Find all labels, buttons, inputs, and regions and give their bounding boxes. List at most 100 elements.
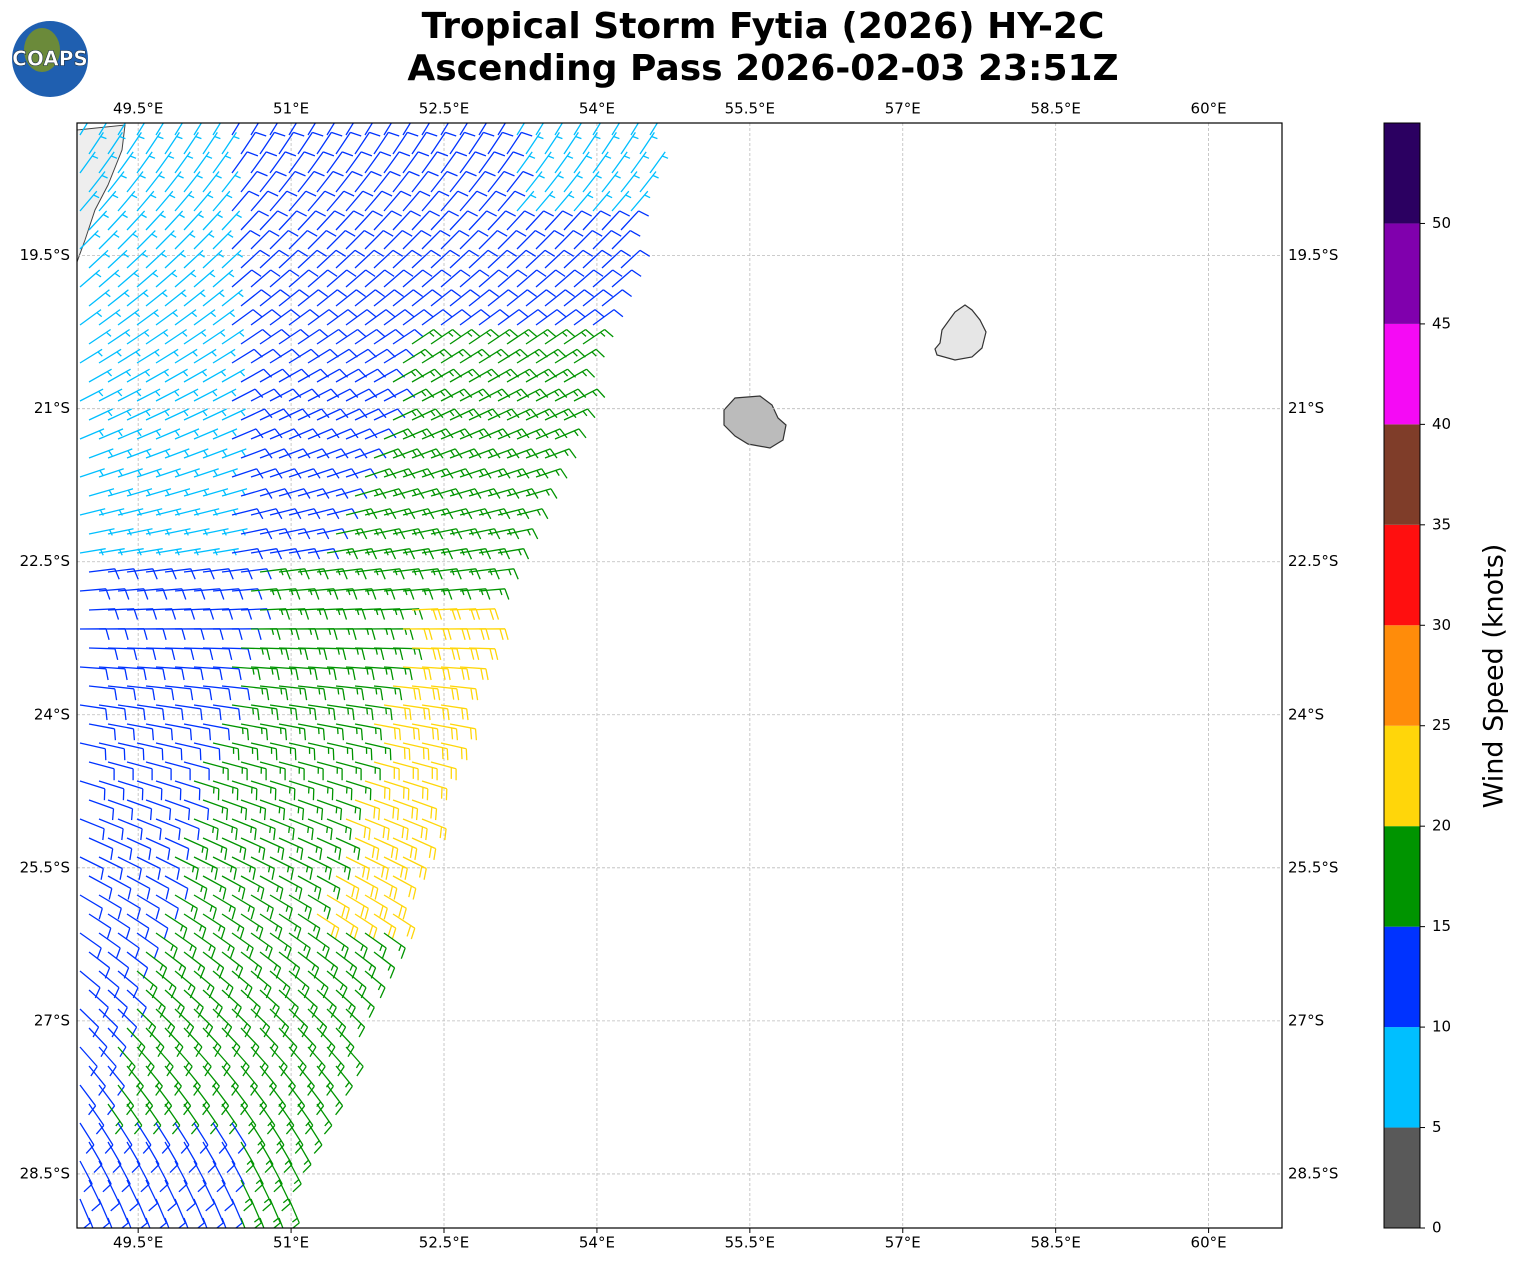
wind-barb bbox=[288, 428, 321, 440]
wind-barb bbox=[288, 151, 316, 174]
wind-barb bbox=[373, 131, 400, 155]
wind-barb bbox=[240, 1179, 253, 1212]
wind-barb bbox=[231, 932, 254, 959]
wind-barb bbox=[392, 799, 419, 821]
wind-barb bbox=[231, 348, 263, 364]
wind-barb bbox=[183, 249, 205, 269]
wind-barb bbox=[307, 742, 335, 761]
wind-barb bbox=[155, 970, 177, 999]
wind-barb bbox=[468, 568, 500, 580]
colorbar-label: Wind Speed (knots) bbox=[1479, 544, 1510, 809]
wind-barb bbox=[364, 123, 374, 136]
wind-barb bbox=[611, 230, 641, 250]
wind-barb bbox=[278, 289, 309, 307]
wind-barb bbox=[117, 704, 146, 721]
wind-barb bbox=[468, 328, 500, 345]
wind-barb bbox=[297, 528, 330, 540]
wind-barb bbox=[231, 388, 264, 402]
wind-barb bbox=[354, 913, 378, 940]
wind-barb bbox=[345, 190, 374, 212]
wind-barb bbox=[231, 970, 253, 999]
lat-label: 24°S bbox=[1288, 705, 1324, 723]
wind-barb bbox=[354, 568, 386, 580]
wind-barb bbox=[297, 448, 330, 459]
wind-barb bbox=[383, 742, 411, 761]
wind-barb bbox=[240, 448, 273, 459]
wind-barb bbox=[183, 951, 206, 979]
wind-barb bbox=[335, 210, 364, 231]
wind-barb bbox=[231, 856, 256, 880]
wind-barb bbox=[440, 269, 471, 288]
wind-barb bbox=[487, 170, 515, 193]
wind-barb bbox=[136, 742, 164, 761]
wind-barb bbox=[164, 249, 186, 269]
wind-barb bbox=[383, 190, 412, 212]
colorbar-tick-label: 20 bbox=[1432, 817, 1451, 835]
wind-barb bbox=[478, 230, 508, 250]
wind-barb bbox=[421, 190, 450, 212]
wind-barb bbox=[117, 388, 142, 402]
wind-barb bbox=[316, 568, 348, 580]
wind-barb bbox=[164, 913, 188, 940]
wind-barb bbox=[117, 151, 137, 174]
wind-barb bbox=[535, 230, 565, 250]
wind-barb bbox=[79, 856, 104, 880]
wind-barb bbox=[297, 608, 329, 620]
wind-barb bbox=[202, 568, 234, 580]
wind-barb bbox=[307, 818, 333, 841]
wind-barb bbox=[193, 1046, 212, 1077]
colorbar-frame bbox=[1383, 122, 1421, 1229]
wind-barb bbox=[250, 1160, 264, 1193]
wind-barb bbox=[174, 388, 199, 402]
wind-barb bbox=[630, 123, 640, 136]
wind-barb bbox=[183, 368, 208, 383]
wind-barb bbox=[307, 856, 332, 880]
wind-barb bbox=[639, 171, 659, 193]
wind-barb bbox=[250, 704, 279, 721]
wind-barb bbox=[221, 837, 247, 861]
wind-barb bbox=[335, 1065, 353, 1096]
colorbar-segment bbox=[1384, 524, 1420, 626]
wind-barb bbox=[221, 289, 244, 307]
wind-barb bbox=[155, 704, 184, 721]
wind-barb bbox=[307, 269, 338, 288]
wind-barb bbox=[326, 1084, 344, 1116]
wind-barb bbox=[516, 508, 549, 520]
wind-barb bbox=[478, 388, 511, 402]
wind-barb bbox=[601, 132, 620, 155]
wind-barb bbox=[164, 875, 189, 900]
wind-barb bbox=[107, 875, 132, 900]
wind-barb bbox=[145, 647, 176, 661]
wind-barb bbox=[364, 894, 388, 920]
wind-barb bbox=[117, 123, 127, 136]
wind-barb bbox=[278, 647, 309, 661]
title: Ascending Pass 2026-02-03 23:51Z bbox=[407, 48, 1118, 89]
wind-barb bbox=[259, 647, 290, 661]
wind-barb bbox=[88, 132, 107, 155]
wind-barb bbox=[155, 742, 183, 761]
wind-barb bbox=[516, 428, 549, 440]
wind-barb bbox=[326, 780, 353, 801]
wind-barb bbox=[202, 448, 228, 459]
wind-barb bbox=[126, 989, 147, 1018]
wind-barb bbox=[240, 913, 264, 940]
wind-barb bbox=[126, 210, 147, 231]
wind-barb bbox=[421, 151, 449, 174]
wind-barb bbox=[164, 132, 183, 155]
wind-barb bbox=[335, 723, 364, 741]
wind-barb bbox=[497, 309, 529, 326]
wind-barb bbox=[193, 428, 219, 440]
wind-barb bbox=[79, 628, 110, 640]
wind-barb bbox=[136, 428, 162, 440]
wind-barb bbox=[478, 588, 510, 600]
wind-barb bbox=[212, 269, 235, 288]
wind-barb bbox=[459, 348, 491, 364]
wind-barb bbox=[193, 1084, 211, 1116]
wind-barb bbox=[288, 1008, 309, 1038]
wind-barb bbox=[449, 448, 482, 459]
logo-text: COAPS bbox=[12, 47, 88, 71]
wind-barb bbox=[506, 131, 533, 155]
wind-barb bbox=[354, 249, 385, 269]
wind-barb bbox=[145, 875, 170, 900]
wind-barb bbox=[278, 837, 304, 861]
